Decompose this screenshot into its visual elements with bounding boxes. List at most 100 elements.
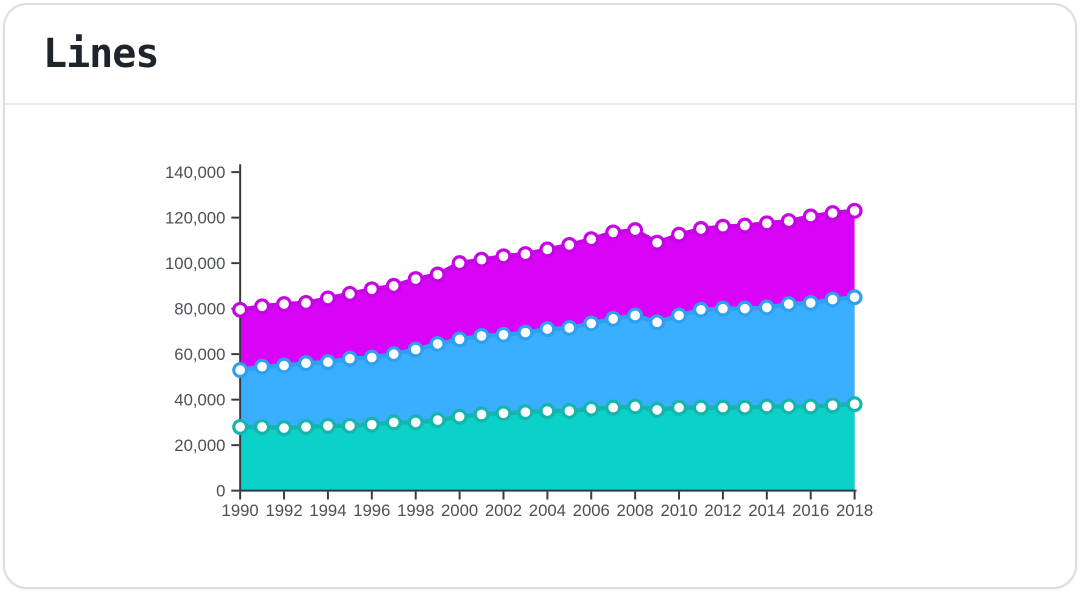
magenta-top-series-data-point[interactable]	[605, 224, 622, 241]
blue-middle-series-data-point[interactable]	[736, 300, 753, 317]
teal-bottom-series-data-point[interactable]	[451, 408, 468, 425]
blue-middle-series-data-point[interactable]	[319, 354, 336, 371]
magenta-top-series-data-point[interactable]	[429, 266, 446, 283]
magenta-top-series-data-point[interactable]	[495, 248, 512, 265]
blue-middle-series-data-point[interactable]	[473, 327, 490, 344]
magenta-top-series-data-point[interactable]	[517, 246, 534, 262]
teal-bottom-series-data-point[interactable]	[649, 401, 666, 418]
magenta-top-series-data-point[interactable]	[802, 208, 819, 225]
magenta-top-series-data-point[interactable]	[583, 231, 600, 248]
magenta-top-series-data-point[interactable]	[561, 236, 578, 253]
magenta-top-series-data-point[interactable]	[298, 294, 314, 311]
blue-middle-series-data-point[interactable]	[495, 326, 512, 343]
magenta-top-series-data-point[interactable]	[232, 301, 249, 318]
magenta-top-series-data-point[interactable]	[363, 281, 380, 298]
blue-middle-series-data-point[interactable]	[407, 341, 424, 358]
teal-bottom-series-data-point[interactable]	[495, 405, 512, 422]
teal-bottom-series-data-point[interactable]	[517, 404, 534, 421]
magenta-top-series-data-point[interactable]	[714, 218, 731, 235]
y-tick-label: 100,000	[165, 254, 225, 273]
magenta-top-series-data-point[interactable]	[451, 255, 468, 272]
magenta-top-series-data-point[interactable]	[319, 290, 336, 307]
blue-middle-series-data-point[interactable]	[276, 357, 293, 374]
teal-bottom-series-data-point[interactable]	[319, 417, 336, 434]
blue-middle-series-data-point[interactable]	[539, 321, 556, 338]
teal-bottom-series-data-point[interactable]	[429, 412, 446, 429]
teal-bottom-series-data-point[interactable]	[254, 418, 271, 435]
y-tick-label: 140,000	[165, 163, 225, 182]
y-tick-label: 120,000	[165, 208, 225, 227]
magenta-top-series-data-point[interactable]	[671, 226, 688, 243]
blue-middle-series-data-point[interactable]	[846, 289, 863, 306]
magenta-top-series-data-point[interactable]	[385, 277, 402, 294]
magenta-top-series-data-point[interactable]	[276, 296, 293, 313]
blue-middle-series-data-point[interactable]	[429, 335, 446, 352]
magenta-top-series-data-point[interactable]	[649, 234, 666, 251]
magenta-top-series-data-point[interactable]	[693, 221, 709, 237]
teal-bottom-series-data-point[interactable]	[341, 417, 358, 434]
blue-middle-series-data-point[interactable]	[341, 350, 358, 367]
blue-middle-series-data-point[interactable]	[561, 320, 578, 336]
x-tick-label: 2014	[748, 501, 785, 520]
teal-bottom-series-data-point[interactable]	[802, 398, 819, 415]
blue-middle-series-data-point[interactable]	[298, 355, 314, 372]
teal-bottom-series-data-point[interactable]	[363, 416, 380, 433]
teal-bottom-series-data-point[interactable]	[385, 414, 402, 431]
teal-bottom-series-data-point[interactable]	[736, 399, 753, 416]
magenta-top-series-data-point[interactable]	[341, 285, 358, 302]
blue-middle-series-data-point[interactable]	[802, 294, 819, 311]
x-tick-label: 2016	[792, 501, 829, 520]
teal-bottom-series-data-point[interactable]	[627, 398, 644, 415]
magenta-top-series-data-point[interactable]	[254, 298, 271, 315]
magenta-top-series-data-point[interactable]	[846, 202, 863, 219]
magenta-top-series-data-point[interactable]	[780, 213, 797, 230]
blue-middle-series-data-point[interactable]	[693, 301, 709, 318]
teal-bottom-series-data-point[interactable]	[539, 403, 556, 419]
magenta-top-series-data-point[interactable]	[824, 205, 841, 222]
teal-bottom-series-data-point[interactable]	[605, 399, 622, 416]
blue-middle-series-data-point[interactable]	[583, 315, 600, 332]
teal-bottom-series-data-point[interactable]	[846, 396, 863, 413]
teal-bottom-series-data-point[interactable]	[473, 406, 490, 423]
blue-middle-series-data-point[interactable]	[780, 296, 797, 313]
blue-middle-series-data-point[interactable]	[824, 291, 841, 308]
teal-bottom-series-data-point[interactable]	[758, 398, 775, 415]
area-chart: 0 20,000 40,000 60,000 80,000 100,000 120,000 1…	[165, 163, 873, 520]
teal-bottom-series-data-point[interactable]	[583, 400, 600, 417]
y-tick-label: 20,000	[174, 436, 225, 455]
chart-header: Lines	[5, 5, 1075, 105]
blue-middle-series-data-point[interactable]	[605, 310, 622, 327]
magenta-top-series-data-point[interactable]	[627, 222, 644, 239]
teal-bottom-series-data-point[interactable]	[693, 399, 709, 416]
blue-middle-series-data-point[interactable]	[254, 358, 271, 375]
blue-middle-series-data-point[interactable]	[758, 299, 775, 316]
magenta-top-series-data-point[interactable]	[473, 251, 490, 268]
teal-bottom-series-data-point[interactable]	[714, 399, 731, 416]
magenta-top-series-data-point[interactable]	[736, 217, 753, 234]
blue-middle-series-data-point[interactable]	[451, 331, 468, 348]
teal-bottom-series-data-point[interactable]	[232, 418, 249, 435]
x-tick-label: 1996	[353, 501, 390, 520]
teal-bottom-series-data-point[interactable]	[407, 414, 424, 431]
magenta-top-series-data-point[interactable]	[539, 241, 556, 258]
blue-middle-series-data-point[interactable]	[649, 314, 666, 331]
x-tick-label: 2008	[617, 501, 654, 520]
blue-middle-series-data-point[interactable]	[363, 349, 380, 366]
teal-bottom-series-data-point[interactable]	[298, 418, 314, 435]
magenta-top-series-data-point[interactable]	[758, 215, 775, 232]
teal-bottom-series-data-point[interactable]	[671, 399, 688, 416]
y-tick-label: 60,000	[174, 345, 225, 364]
blue-middle-series-data-point[interactable]	[627, 307, 644, 324]
blue-middle-series-data-point[interactable]	[714, 300, 731, 317]
blue-middle-series-data-point[interactable]	[517, 324, 534, 341]
blue-middle-series-data-point[interactable]	[385, 346, 402, 363]
teal-bottom-series-data-point[interactable]	[824, 397, 841, 414]
y-tick-label: 80,000	[174, 299, 225, 318]
blue-middle-series-data-point[interactable]	[671, 307, 688, 324]
x-tick-label: 1990	[222, 501, 259, 520]
blue-middle-series-data-point[interactable]	[232, 362, 249, 379]
teal-bottom-series-data-point[interactable]	[276, 420, 293, 437]
teal-bottom-series-data-point[interactable]	[780, 398, 797, 415]
magenta-top-series-data-point[interactable]	[407, 271, 424, 288]
teal-bottom-series-data-point[interactable]	[561, 403, 578, 419]
